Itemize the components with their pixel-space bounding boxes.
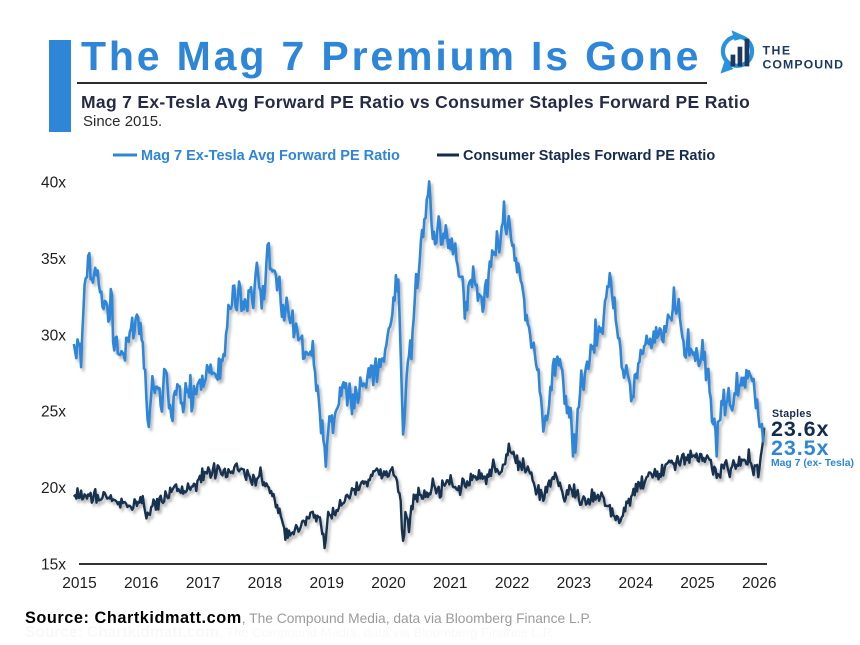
- svg-text:2015: 2015: [62, 575, 96, 592]
- svg-text:20x: 20x: [41, 480, 66, 497]
- svg-text:35x: 35x: [41, 251, 66, 268]
- svg-text:30x: 30x: [41, 327, 66, 344]
- svg-text:Consumer Staples Forward PE Ra: Consumer Staples Forward PE Ratio: [463, 148, 715, 164]
- svg-text:2026: 2026: [742, 575, 776, 592]
- svg-text:2016: 2016: [124, 575, 158, 592]
- svg-text:2020: 2020: [371, 575, 406, 592]
- svg-text:Staples: Staples: [772, 408, 812, 420]
- svg-text:2025: 2025: [680, 575, 714, 592]
- svg-text:2024: 2024: [618, 575, 653, 592]
- svg-text:23.6x: 23.6x: [771, 417, 829, 441]
- svg-text:25x: 25x: [41, 404, 66, 421]
- svg-text:2022: 2022: [495, 575, 529, 592]
- svg-text:2021: 2021: [433, 575, 467, 592]
- svg-text:COMPOUND: COMPOUND: [763, 57, 845, 71]
- svg-text:23.5x: 23.5x: [771, 436, 829, 460]
- svg-text:Mag 7 Ex-Tesla Avg Forward PE: Mag 7 Ex-Tesla Avg Forward PE Ratio: [141, 148, 400, 164]
- svg-text:40x: 40x: [41, 175, 66, 192]
- svg-text:2018: 2018: [248, 575, 282, 592]
- svg-text:15x: 15x: [41, 557, 66, 574]
- svg-text:2023: 2023: [557, 575, 591, 592]
- svg-text:Mag 7 (ex- Tesla): Mag 7 (ex- Tesla): [771, 458, 854, 469]
- svg-text:THE: THE: [763, 43, 792, 57]
- svg-text:2017: 2017: [186, 575, 220, 592]
- svg-text:2019: 2019: [309, 575, 343, 592]
